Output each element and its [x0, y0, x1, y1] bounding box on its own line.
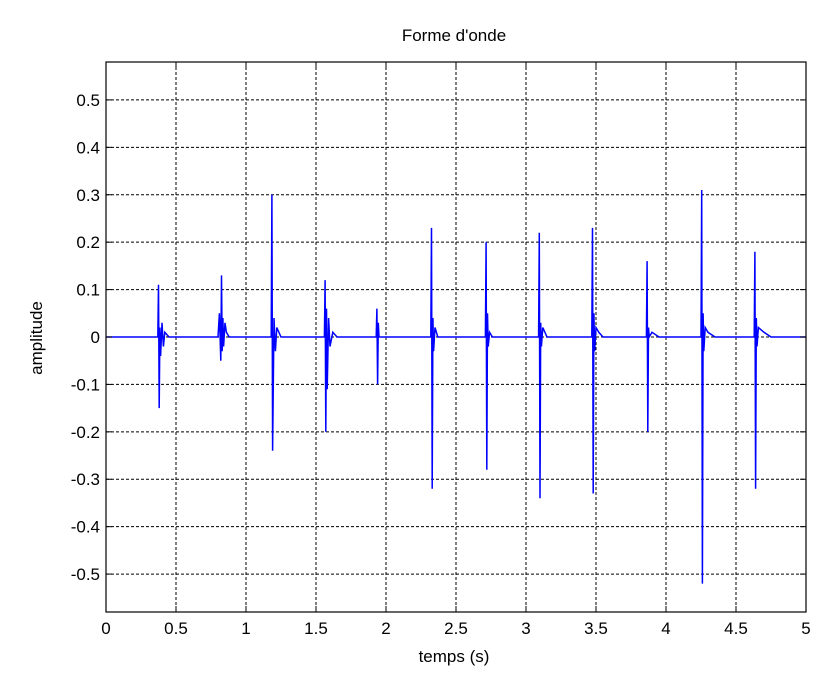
x-tick-label: 5 [801, 619, 810, 638]
x-tick-label: 1 [241, 619, 250, 638]
y-tick-label: 0.5 [76, 91, 100, 110]
x-tick-label: 4 [661, 619, 670, 638]
waveform-series-line [106, 189, 806, 584]
x-tick-label: 0 [101, 619, 110, 638]
y-tick-label: -0.5 [71, 565, 100, 584]
x-tick-label: 3 [521, 619, 530, 638]
y-tick-label: -0.4 [71, 518, 100, 537]
series-layer [106, 189, 806, 584]
x-tick-label: 4.5 [724, 619, 748, 638]
x-tick-label: 2.5 [444, 619, 468, 638]
x-tick-labels: 0 0.5 1 1.5 2 2.5 3 3.5 4 4.5 5 [101, 619, 810, 638]
y-tick-label: 0.4 [76, 138, 100, 157]
y-tick-label: -0.2 [71, 423, 100, 442]
x-tick-label: 2 [381, 619, 390, 638]
y-tick-label: 0.1 [76, 281, 100, 300]
y-axis-label: amplitude [27, 301, 46, 375]
y-tick-labels: 0.5 0.4 0.3 0.2 0.1 0 -0.1 -0.2 -0.3 -0.4 -0.5 [71, 91, 100, 584]
y-tick-label: 0.3 [76, 186, 100, 205]
x-axis-label: temps (s) [419, 647, 490, 666]
ticks [105, 62, 807, 612]
chart-title: Forme d'onde [402, 26, 506, 45]
y-tick-label: -0.1 [71, 375, 100, 394]
x-tick-label: 3.5 [584, 619, 608, 638]
x-tick-label: 0.5 [164, 619, 188, 638]
y-tick-label: -0.3 [71, 470, 100, 489]
y-tick-label: 0 [91, 328, 100, 347]
x-tick-label: 1.5 [304, 619, 328, 638]
y-tick-label: 0.2 [76, 233, 100, 252]
